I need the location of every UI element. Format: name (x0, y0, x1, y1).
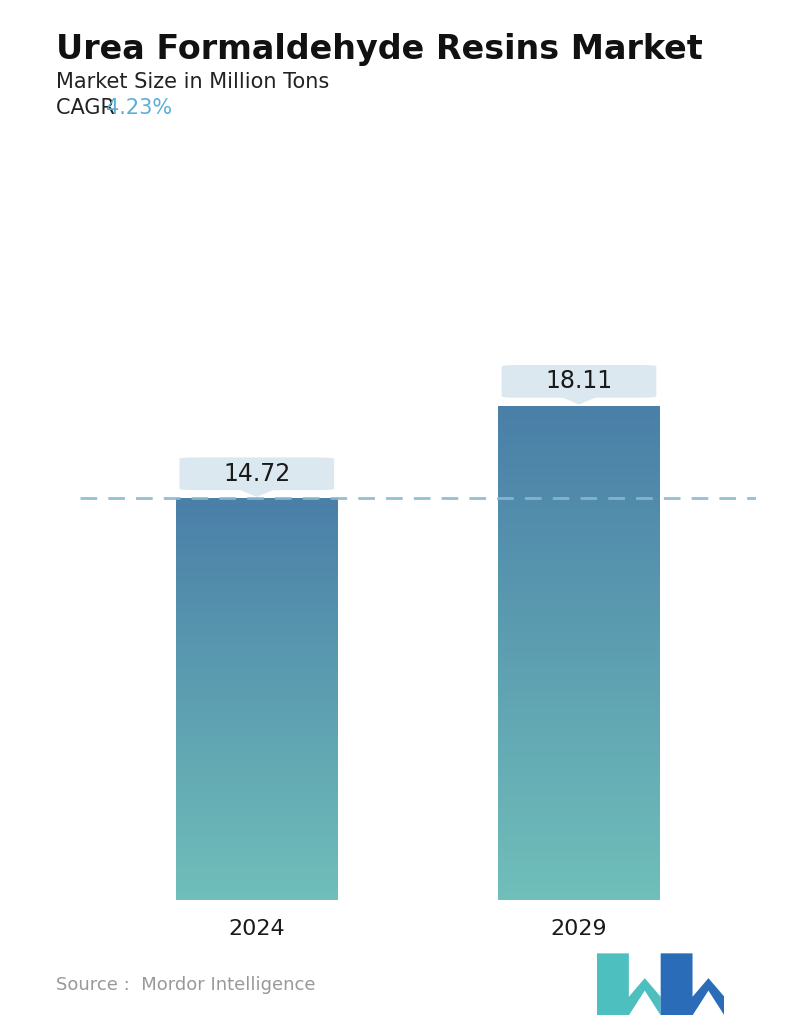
Polygon shape (597, 953, 661, 1015)
Polygon shape (237, 489, 276, 497)
Text: Source :  Mordor Intelligence: Source : Mordor Intelligence (56, 976, 315, 995)
Polygon shape (560, 396, 599, 404)
FancyBboxPatch shape (179, 457, 334, 490)
Text: Urea Formaldehyde Resins Market: Urea Formaldehyde Resins Market (56, 33, 703, 66)
FancyBboxPatch shape (501, 365, 657, 398)
Text: CAGR: CAGR (56, 98, 121, 118)
Polygon shape (661, 953, 724, 1015)
Text: Market Size in Million Tons: Market Size in Million Tons (56, 72, 329, 92)
Text: 14.72: 14.72 (223, 462, 291, 486)
Text: 18.11: 18.11 (545, 369, 613, 393)
Text: 4.23%: 4.23% (106, 98, 172, 118)
